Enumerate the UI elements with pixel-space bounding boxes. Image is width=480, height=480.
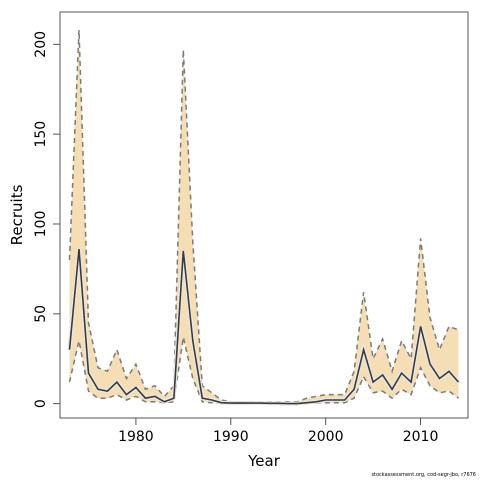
y-tick-label: 50	[33, 305, 49, 323]
estimate-line	[68, 249, 460, 405]
x-tick-label: 2010	[403, 429, 439, 445]
x-axis: 1980 1990 2000 2010	[118, 418, 438, 445]
x-tick-label: 1990	[213, 429, 249, 445]
source-note: stockassessment.org, cod-segr-jbo, r7676	[371, 472, 476, 478]
y-axis-title: Recruits	[8, 184, 26, 245]
confidence-band	[69, 30, 459, 404]
x-tick-label: 2000	[308, 429, 344, 445]
y-tick-label: 100	[33, 211, 49, 238]
y-tick-label: 150	[33, 121, 49, 148]
plot-frame	[59, 11, 469, 419]
y-axis: 0 50 100 150 200	[33, 31, 60, 408]
y-tick-label: 200	[33, 31, 49, 58]
y-tick-label: 0	[33, 399, 49, 408]
x-axis-title: Year	[247, 452, 281, 470]
x-tick-label: 1980	[118, 429, 154, 445]
confidence-band-layer	[69, 30, 459, 404]
series-layer	[67, 29, 461, 406]
